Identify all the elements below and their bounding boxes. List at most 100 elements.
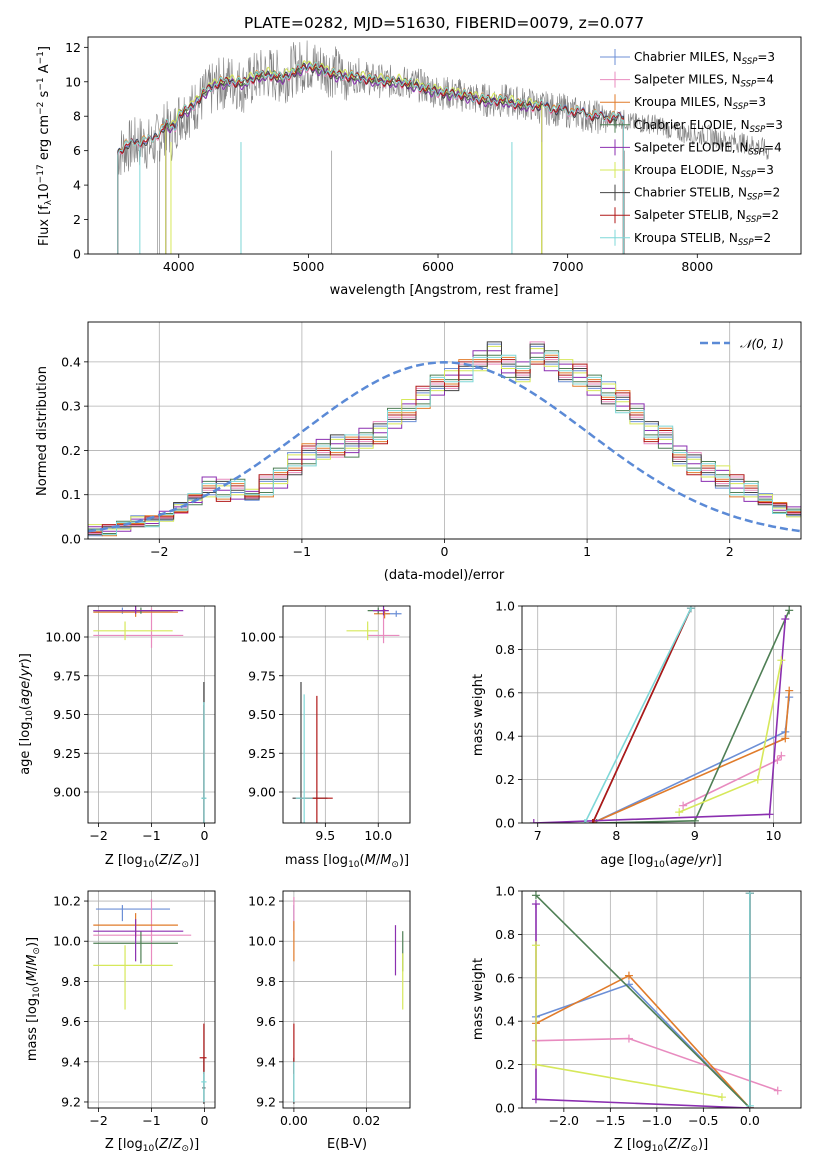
spectrum-plot-area [117, 40, 769, 254]
x-tick-label: 0 [441, 544, 449, 559]
svg-text:Z [log10(Z/Z⊙)]: Z [log10(Z/Z⊙)] [614, 1137, 708, 1154]
y-tick-label: 9.4 [61, 1054, 81, 1069]
axes-frame [87, 605, 216, 824]
x-tick-label: 0 [200, 828, 208, 843]
x-tick-label: −2 [150, 544, 168, 559]
mass-vs-metallicity-panel: −2 −1 0 9.2 9.4 9.6 9.8 10.0 10.2 [53, 890, 216, 1128]
spectrum-legend: Chabrier MILES, NSSP=3 Salpeter MILES, NS… [600, 49, 783, 248]
age-vs-z-xlabel: Z [log10(Z/Z⊙)] [105, 853, 199, 870]
y-tick-label: 8 [73, 109, 81, 124]
age-ylabel: age [log10(age/yr)] [18, 653, 35, 775]
y-tick-label: 9.75 [53, 668, 81, 683]
mw-vs-z-ylabel: mass weight [471, 958, 486, 1040]
y-tick-label: 0.2 [61, 443, 81, 458]
errorbar-point [346, 621, 379, 641]
legend-entry: Salpeter ELODIE, NSSP=4 [600, 139, 782, 157]
y-tick-label: 0.2 [495, 1057, 515, 1072]
legend-label: Kroupa STELIB, NSSP=2 [634, 231, 771, 248]
y-tick-label: 9.50 [248, 707, 276, 722]
histogram-steps [88, 356, 801, 533]
legend-label: Chabrier MILES, NSSP=3 [634, 50, 775, 67]
errorbar-point [199, 1023, 207, 1074]
legend-label: Chabrier ELODIE, NSSP=3 [634, 118, 783, 135]
y-tick-label: 0.4 [495, 1014, 515, 1029]
age-vs-mass-panel: 9.5 10.0 9.00 9.25 9.50 9.75 10.00 [240, 605, 411, 843]
svg-text:mass [log10(M/M⊙)]: mass [log10(M/M⊙)] [285, 853, 409, 870]
y-tick-label: 10.0 [248, 934, 276, 949]
mass-vs-ebv-panel: 0.00 0.02 9.2 9.4 9.6 9.8 10.0 10.2 [248, 890, 411, 1128]
massweight-plot-area [529, 606, 794, 823]
y-tick-label: 6 [73, 143, 81, 158]
y-tick-label: 9.4 [256, 1054, 276, 1069]
ebv-xlabel: E(B-V) [327, 1137, 367, 1152]
age-vs-metallicity-panel: −2 −1 0 9.00 9.25 9.50 9.75 10.00 [45, 605, 216, 843]
histogram-plot-area [88, 341, 801, 537]
y-tick-label: 0.6 [495, 970, 515, 985]
histogram-xlabel: (data-model)/error [384, 568, 505, 583]
legend-entry: Kroupa MILES, NSSP=3 [600, 94, 766, 112]
massweight-plot-area [531, 891, 782, 1108]
svg-text:age [log10(age/yr)]: age [log10(age/yr)] [600, 853, 722, 870]
mass-vs-z-xlabel: Z [log10(Z/Z⊙)] [105, 1137, 199, 1154]
y-tick-label: 0.4 [61, 354, 81, 369]
x-tick-label: 5000 [292, 259, 324, 274]
y-tick-label: 9.00 [53, 785, 81, 800]
x-tick-label: −1 [142, 1113, 160, 1128]
histogram-legend: 𝒩(0, 1) [700, 337, 784, 351]
residual-histogram-panel: −2 −1 0 1 2 0.0 0.1 0.2 0.3 0.4 𝒩(0, 1) [61, 321, 802, 559]
y-tick-label: 9.00 [248, 785, 276, 800]
y-tick-label: 1.0 [495, 599, 515, 614]
x-tick-label: 6000 [422, 259, 454, 274]
massweight-vs-metallicity-panel: −2.0 −1.5 −1.0 −0.5 0.0 0.0 0.2 0.4 0.6 0.8 1.0 [495, 884, 802, 1128]
errorbar-point [295, 694, 313, 823]
y-tick-label: 9.6 [256, 1014, 276, 1029]
errorbar-point [93, 945, 173, 1010]
svg-text:Z [log10(Z/Z⊙)]: Z [log10(Z/Z⊙)] [105, 1137, 199, 1154]
x-tick-label: 1 [583, 544, 591, 559]
x-tick-label: −1.5 [595, 1113, 625, 1128]
y-tick-label: 1.0 [495, 884, 515, 899]
y-tick-label: 2 [73, 212, 81, 227]
mw-vs-z-xlabel: Z [log10(Z/Z⊙)] [614, 1137, 708, 1154]
y-tick-label: 0.6 [495, 685, 515, 700]
y-tick-label: 0.1 [61, 487, 81, 502]
y-tick-label: 0.0 [495, 816, 515, 831]
y-tick-label: 9.75 [248, 668, 276, 683]
y-tick-label: 0.3 [61, 399, 81, 414]
histogram-steps [88, 352, 801, 536]
x-tick-label: 8 [612, 828, 620, 843]
errorbar-plot-area [292, 606, 402, 823]
errorbar-plot-area [93, 606, 207, 823]
normal-curve [88, 361, 801, 533]
legend-entry: Salpeter STELIB, NSSP=2 [600, 207, 779, 225]
massweight-vs-age-panel: 7 8 9 10 0.0 0.2 0.4 0.6 0.8 1.0 [495, 599, 802, 843]
legend-entry: Chabrier MILES, NSSP=3 [600, 49, 775, 67]
errorbar-point [201, 702, 207, 823]
x-tick-label: 10.0 [364, 828, 392, 843]
x-tick-label: −2 [89, 828, 107, 843]
axes-frame [521, 605, 802, 824]
errorbar-point [93, 607, 184, 648]
legend-label: Kroupa MILES, NSSP=3 [634, 95, 766, 112]
y-tick-label: 10.2 [248, 894, 276, 909]
y-tick-label: 9.2 [61, 1094, 81, 1109]
x-tick-label: 10 [766, 828, 782, 843]
x-tick-label: −1 [293, 544, 311, 559]
y-tick-label: 10.0 [53, 934, 81, 949]
legend-label: Chabrier STELIB, NSSP=2 [634, 186, 780, 203]
y-tick-label: 0.0 [495, 1101, 515, 1116]
histogram-ylabel: Normed distribution [35, 366, 50, 496]
massweight-line [591, 607, 692, 823]
x-tick-label: −1 [142, 828, 160, 843]
errorbar-point [93, 606, 184, 614]
x-tick-label: 9 [691, 828, 699, 843]
x-tick-label: 0.00 [280, 1113, 308, 1128]
spectrum-xlabel: wavelength [Angstrom, rest frame] [330, 283, 559, 298]
x-tick-label: 0.02 [353, 1113, 381, 1128]
y-tick-label: 9.2 [256, 1094, 276, 1109]
errorbar-point [201, 1071, 207, 1102]
y-tick-label: 10.00 [240, 630, 276, 645]
legend-label: Salpeter STELIB, NSSP=2 [634, 208, 779, 225]
y-tick-label: 9.50 [53, 707, 81, 722]
y-tick-label: 9.25 [53, 746, 81, 761]
